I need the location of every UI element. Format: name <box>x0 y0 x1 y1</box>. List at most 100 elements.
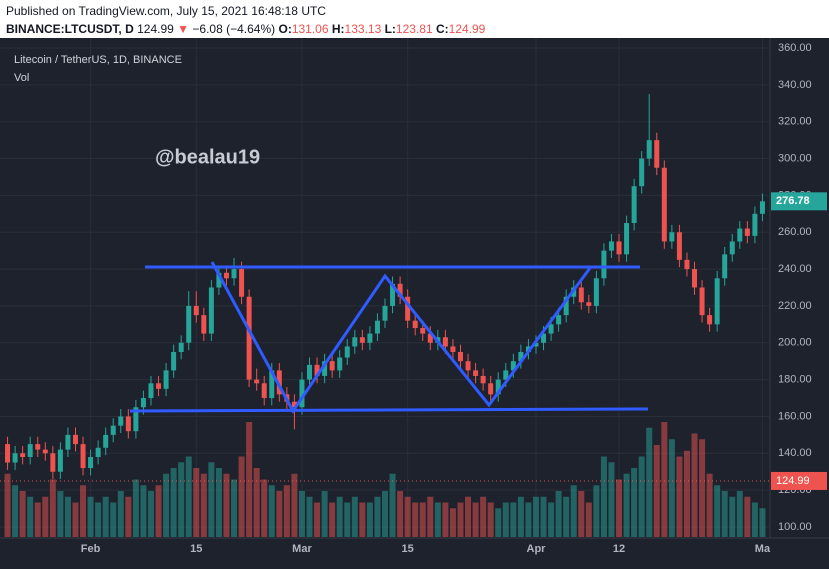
candle-body <box>291 401 297 408</box>
volume-bar <box>638 456 645 537</box>
candle-body <box>148 383 154 399</box>
candle-body <box>442 337 448 347</box>
volume-bar <box>668 439 675 537</box>
candle-body <box>714 278 720 325</box>
volume-bar <box>480 496 487 537</box>
axes: 100.00120.00140.00160.00180.00200.00220.… <box>0 42 827 555</box>
candle-body <box>759 201 765 214</box>
volume-bar <box>19 491 26 537</box>
candle-body <box>624 223 630 255</box>
x-tick-label: 15 <box>402 543 414 555</box>
candle-body <box>201 315 207 334</box>
volume-bar <box>261 479 268 537</box>
volume-bar <box>397 491 404 537</box>
o-value: 131.06 <box>291 22 329 36</box>
y-tick-label: 260.00 <box>778 226 812 238</box>
volume-bar <box>314 502 321 537</box>
volume-bar <box>231 479 238 537</box>
volume-bar <box>253 468 260 537</box>
candle-body <box>692 269 698 288</box>
l-value: 123.81 <box>395 22 433 36</box>
volume-bar <box>366 502 373 537</box>
volume-bar <box>12 485 19 537</box>
header: Published on TradingView.com, July 15, 2… <box>0 0 829 38</box>
volume-bar <box>721 491 728 537</box>
h-value: 133.13 <box>344 22 382 36</box>
candle-body <box>699 287 705 316</box>
x-tick-label: Mar <box>292 543 312 555</box>
volume-bar <box>208 462 215 537</box>
volume-bar <box>631 468 638 537</box>
candle-body <box>676 232 682 260</box>
y-tick-label: 360.00 <box>778 42 812 54</box>
candle-body <box>722 254 728 279</box>
y-tick-label: 200.00 <box>778 337 812 349</box>
volume-bar <box>729 496 736 537</box>
volume-bar <box>246 422 253 537</box>
volume-bar <box>49 479 56 537</box>
volume-bar <box>706 473 713 537</box>
candle-body <box>20 453 26 457</box>
volume-bar <box>517 496 524 537</box>
volume-bar <box>178 462 185 537</box>
candle-body <box>427 333 433 343</box>
candle-body <box>125 416 131 432</box>
volume-bar <box>744 496 751 537</box>
candle-body <box>586 302 592 306</box>
candle-body <box>269 370 275 399</box>
candle-body <box>420 328 426 334</box>
candle-body <box>163 370 169 389</box>
volume-bar <box>759 508 766 537</box>
candle-body <box>578 287 584 303</box>
change: −6.08 (−4.64%) <box>192 22 276 36</box>
volume-bar <box>389 473 396 537</box>
volume-bar <box>600 456 607 537</box>
volume-bar <box>472 502 479 537</box>
volume-bar <box>329 502 336 537</box>
volume-bar <box>117 491 124 537</box>
y-tick-label: 140.00 <box>778 447 812 459</box>
candle-body <box>329 361 335 371</box>
candle-body <box>110 425 116 435</box>
candle-body <box>344 346 350 358</box>
volume-bar <box>170 468 177 537</box>
candle-body <box>57 449 63 472</box>
volume-bar <box>382 491 388 537</box>
volume-bar <box>653 445 660 537</box>
symbol: BINANCE:LTCUSDT, D <box>6 22 134 36</box>
candle-body <box>72 434 78 445</box>
candle-body <box>488 383 494 395</box>
candle-body <box>352 337 358 347</box>
volume-bar <box>200 473 207 537</box>
volume-bar <box>34 502 41 537</box>
candle-body <box>593 278 599 306</box>
close-badge <box>771 471 827 490</box>
candle-body <box>156 383 162 389</box>
y-tick-label: 220.00 <box>778 300 812 312</box>
volume-bar <box>578 491 585 537</box>
volume-bar <box>714 485 721 537</box>
volume-bar <box>419 502 426 537</box>
candle-body <box>299 379 305 408</box>
arrow: ▼ <box>177 22 190 36</box>
candle-body <box>322 361 328 376</box>
volume-bar <box>449 508 456 537</box>
candle-body <box>65 434 71 450</box>
volume-bar <box>351 496 358 537</box>
volume-bar <box>336 496 343 537</box>
candle-body <box>669 232 675 242</box>
c-value: 124.99 <box>448 22 486 36</box>
volume-bar <box>434 502 441 537</box>
candle-body <box>307 364 313 380</box>
pattern-line <box>210 261 592 414</box>
candle-body <box>616 241 622 255</box>
volume-bar <box>736 491 743 537</box>
y-tick-label: 240.00 <box>778 263 812 275</box>
x-tick-label: Ma <box>755 543 771 555</box>
volume-bar <box>268 485 275 537</box>
candle-body <box>254 379 260 384</box>
candle-body <box>133 407 139 432</box>
candle-body <box>556 315 562 325</box>
l-label: L: <box>384 22 396 36</box>
